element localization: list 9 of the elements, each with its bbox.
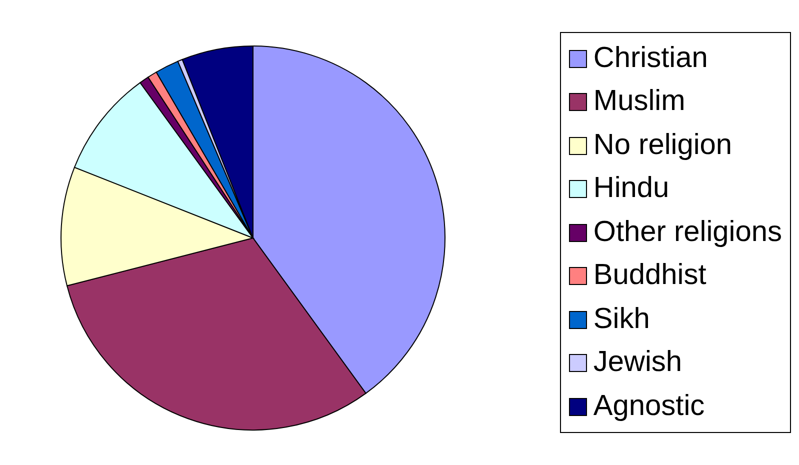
legend-label: Muslim: [593, 84, 686, 120]
legend-label: Sikh: [593, 302, 650, 337]
legend-label: Buddhist: [593, 258, 706, 294]
legend-label: Jewish: [593, 345, 682, 380]
legend-label: Agnostic: [593, 388, 705, 424]
legend-label: No religion: [593, 128, 732, 163]
legend-label: Christian: [593, 40, 708, 76]
legend-label: Hindu: [593, 171, 670, 206]
legend-label: Other religions: [593, 214, 782, 250]
